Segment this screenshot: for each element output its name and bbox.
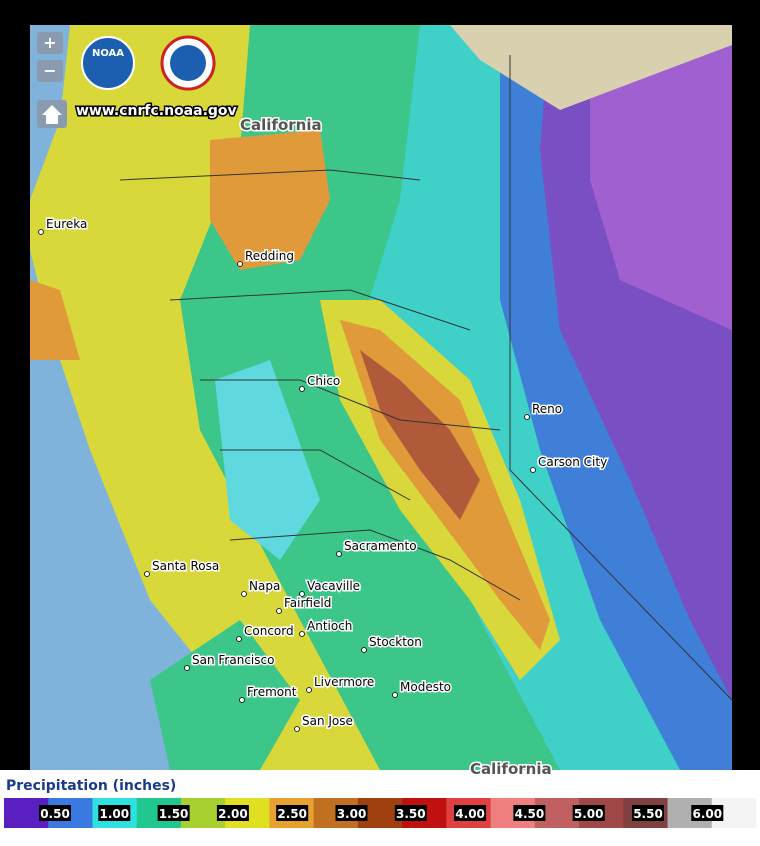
county-lines (119, 55, 733, 701)
city-label: Redding (245, 249, 294, 263)
city-label: Eureka (46, 217, 87, 231)
city-label: Santa Rosa (152, 559, 219, 573)
city-dot (184, 665, 190, 671)
state-label: California (240, 116, 322, 134)
city-label: Reno (532, 402, 562, 416)
home-icon (42, 105, 62, 124)
legend-tick-box (454, 805, 487, 821)
city-dot (276, 608, 282, 614)
legend-tick-box (394, 805, 427, 821)
legend-tick-box (157, 805, 190, 821)
legend-tick-label: 6.00 (692, 807, 722, 821)
city-label: Concord (244, 624, 294, 638)
city-label: Modesto (400, 680, 451, 694)
city-dot (237, 261, 243, 267)
legend-tick-label: 2.50 (277, 807, 307, 821)
city-label: Sacramento (344, 539, 417, 553)
city-dot (299, 591, 305, 597)
legend-title: Precipitation (inches) (6, 778, 176, 794)
city-dot (299, 386, 305, 392)
legend-tick-label: 3.00 (337, 807, 367, 821)
city-dot (306, 687, 312, 693)
city-dot (294, 726, 300, 732)
legend-tick-box (691, 805, 724, 821)
legend-tick-label: 3.50 (396, 807, 426, 821)
zoom-out-label[interactable]: − (43, 61, 56, 80)
noaa-logo-text: NOAA (92, 48, 124, 59)
city-dot (236, 636, 242, 642)
city-dot (530, 467, 536, 473)
city-label: Livermore (314, 675, 374, 689)
site-link[interactable]: www.cnrfc.noaa.gov (75, 102, 239, 121)
city-label: Vacaville (307, 579, 360, 593)
legend-tick-box (276, 805, 309, 821)
legend-tick-box (572, 805, 605, 821)
city-label: Stockton (369, 635, 422, 649)
city-dot (336, 551, 342, 557)
city-label: Napa (249, 579, 280, 593)
zoom-out-button[interactable] (37, 60, 63, 82)
city-dot (38, 229, 44, 235)
legend-tick-label: 4.00 (455, 807, 485, 821)
city-label: Chico (307, 374, 340, 388)
zoom-in-button[interactable] (37, 32, 63, 54)
city-dot (392, 692, 398, 698)
legend-tick-label: 5.50 (633, 807, 663, 821)
city-label: Fremont (247, 685, 297, 699)
city-dot (239, 697, 245, 703)
legend-tick-box (335, 805, 368, 821)
city-label: San Jose (302, 714, 353, 728)
nws-logo-inner (170, 45, 206, 81)
legend-tick-box (98, 805, 131, 821)
city-dot (361, 647, 367, 653)
legend-tick-label: 1.00 (99, 807, 129, 821)
city-label: Fairfield (284, 596, 331, 610)
legend-tick-label: 2.00 (218, 807, 248, 821)
legend-tick-label: 1.50 (159, 807, 189, 821)
city-label: San Francisco (192, 653, 274, 667)
city-dot (524, 414, 530, 420)
city-label: Carson City (538, 455, 607, 469)
zoom-in-label[interactable]: + (43, 33, 56, 52)
legend-tick-label: 0.50 (40, 807, 70, 821)
legend-tick-box (513, 805, 546, 821)
legend-tick-box (216, 805, 249, 821)
noaa-logo[interactable] (81, 36, 135, 90)
city-dot (144, 571, 150, 577)
city-label: Antioch (307, 619, 352, 633)
precip-field (30, 25, 732, 770)
city-dot (299, 631, 305, 637)
legend-tick-label: 5.00 (574, 807, 604, 821)
state-label: California (470, 760, 552, 778)
legend-tick-box (39, 805, 71, 821)
city-dot (241, 591, 247, 597)
legend-tick-label: 4.50 (515, 807, 545, 821)
legend-tick-box (632, 805, 664, 821)
